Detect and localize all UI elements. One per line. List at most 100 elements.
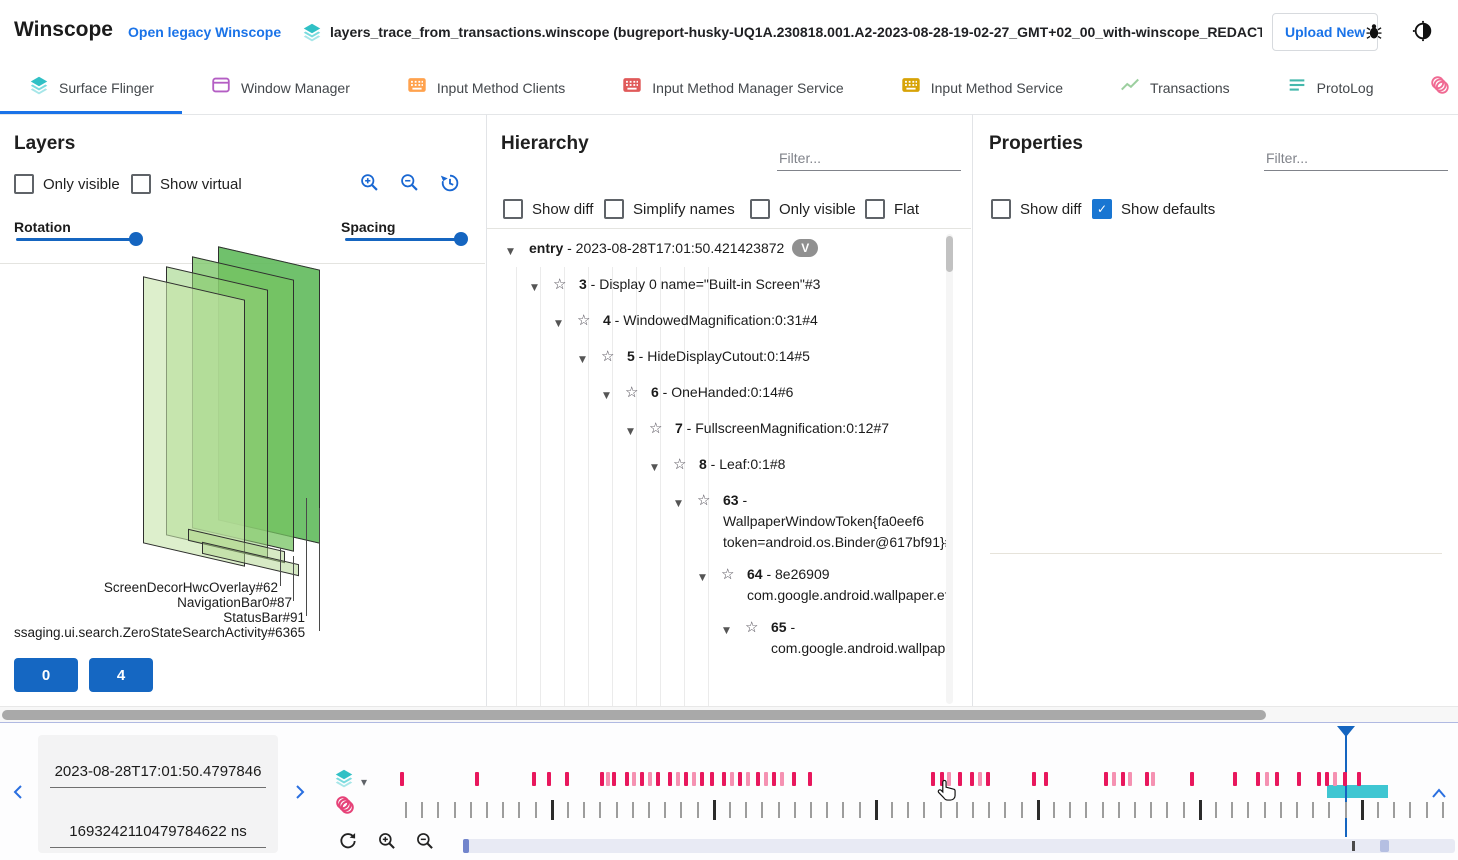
transition-event-mark[interactable] — [605, 772, 610, 786]
timeline-zoom-in-icon[interactable] — [377, 831, 397, 856]
simplify-names-checkbox[interactable]: Simplify names — [604, 199, 735, 219]
transition-event-mark[interactable] — [772, 772, 777, 786]
show-virtual-checkbox[interactable]: Show virtual — [131, 174, 242, 194]
zoom-in-icon[interactable] — [359, 172, 380, 198]
timeline-zoom-out-icon[interactable] — [415, 831, 435, 856]
transition-event-mark[interactable] — [969, 772, 974, 786]
human-timestamp-input[interactable]: 2023-08-28T17:01:50.4797846 — [50, 755, 266, 788]
slider-thumb[interactable] — [129, 232, 143, 246]
open-legacy-winscope-link[interactable]: Open legacy Winscope — [128, 24, 282, 40]
tree-node[interactable]: ▼ ☆ 7 - FullscreenMagnification:0:12#7 — [499, 413, 949, 449]
minimap-start-marker[interactable] — [463, 839, 469, 853]
chevron-down-icon[interactable]: ▼ — [507, 247, 514, 257]
chevron-down-icon[interactable]: ▼ — [579, 355, 586, 365]
transition-event-mark[interactable] — [676, 772, 681, 786]
tab-transitions[interactable]: Transitions — [1401, 64, 1458, 114]
transition-event-mark[interactable] — [978, 772, 983, 786]
transition-event-mark[interactable] — [1256, 772, 1261, 786]
transition-event-mark[interactable] — [475, 772, 480, 786]
chevron-down-icon[interactable]: ▼ — [675, 499, 682, 509]
tab-input-method-clients[interactable]: Input Method Clients — [378, 64, 593, 114]
transition-event-mark[interactable] — [958, 772, 963, 786]
tree-node[interactable]: ▼ ☆ 65 - com.google.android.wallpaper.effe… — [499, 612, 949, 665]
ns-timestamp-input[interactable]: 1693242110479784622 ns — [50, 815, 266, 848]
tree-node[interactable]: ▼ ☆ 6 - OneHanded:0:14#6 — [499, 377, 949, 413]
checkbox-box[interactable] — [750, 199, 770, 219]
star-icon[interactable]: ☆ — [553, 275, 567, 293]
transition-event-mark[interactable] — [632, 772, 637, 786]
transition-event-mark[interactable] — [1275, 772, 1280, 786]
transition-event-mark[interactable] — [1127, 772, 1132, 786]
upload-new-button[interactable]: Upload New — [1272, 13, 1379, 51]
tree-node[interactable]: ▼ ☆ 64 - 8e26909 com.google.android.wallpa… — [499, 559, 949, 612]
star-icon[interactable]: ☆ — [697, 491, 711, 509]
star-icon[interactable]: ☆ — [721, 565, 735, 583]
timeline-selection-range[interactable] — [1326, 785, 1388, 798]
transition-event-mark[interactable] — [1189, 772, 1194, 786]
transition-event-mark[interactable] — [1043, 772, 1048, 786]
collapse-timeline-chevron-icon[interactable] — [1430, 785, 1448, 806]
transition-event-mark[interactable] — [1317, 772, 1322, 786]
star-icon[interactable]: ☆ — [625, 383, 639, 401]
slider-thumb[interactable] — [454, 232, 468, 246]
flat-checkbox[interactable]: Flat — [865, 199, 919, 219]
transition-event-mark[interactable] — [779, 772, 784, 786]
transition-event-mark[interactable] — [1151, 772, 1156, 786]
only-visible-checkbox[interactable]: Only visible — [750, 199, 856, 219]
transition-event-mark[interactable] — [683, 772, 688, 786]
dark-mode-toggle-icon[interactable] — [1412, 20, 1434, 47]
show-diff-checkbox[interactable]: Show diff — [991, 199, 1081, 219]
tab-protolog[interactable]: ProtoLog — [1258, 64, 1402, 114]
slider-track[interactable] — [16, 238, 136, 241]
transition-event-mark[interactable] — [940, 772, 945, 786]
transition-event-mark[interactable] — [692, 772, 697, 786]
transition-event-mark[interactable] — [1104, 772, 1109, 786]
layer-rect[interactable] — [143, 276, 245, 567]
star-icon[interactable]: ☆ — [745, 618, 759, 636]
tab-window-manager[interactable]: Window Manager — [182, 64, 378, 114]
scrollbar-thumb[interactable] — [946, 236, 953, 272]
checkbox-box[interactable] — [131, 174, 151, 194]
display-toggle-button-0[interactable]: 0 — [14, 658, 78, 692]
transition-event-mark[interactable] — [1232, 772, 1237, 786]
checkbox-box[interactable] — [991, 199, 1011, 219]
transition-event-mark[interactable] — [947, 772, 952, 786]
transition-event-mark[interactable] — [648, 772, 653, 786]
minimap-marker[interactable] — [1380, 840, 1389, 852]
rotation-slider[interactable] — [16, 232, 143, 246]
star-icon[interactable]: ☆ — [601, 347, 615, 365]
show-defaults-checkbox[interactable]: ✓ Show defaults — [1092, 199, 1215, 219]
transition-event-mark[interactable] — [667, 772, 672, 786]
transition-event-mark[interactable] — [1120, 772, 1125, 786]
transition-event-mark[interactable] — [624, 772, 629, 786]
transition-event-mark[interactable] — [931, 772, 936, 786]
star-icon[interactable]: ☆ — [649, 419, 663, 437]
spacing-slider[interactable] — [345, 232, 468, 246]
star-icon[interactable]: ☆ — [673, 455, 687, 473]
transition-event-mark[interactable] — [600, 772, 605, 786]
chevron-down-icon[interactable]: ▼ — [723, 626, 730, 636]
display-toggle-button-4[interactable]: 4 — [89, 658, 153, 692]
reset-view-history-icon[interactable] — [439, 172, 461, 199]
properties-filter-input[interactable] — [1264, 146, 1448, 171]
timeline-canvas[interactable] — [390, 723, 1458, 860]
transition-event-mark[interactable] — [1296, 772, 1301, 786]
horizontal-scrollbar[interactable] — [0, 706, 1458, 722]
transition-event-mark[interactable] — [1145, 772, 1150, 786]
transition-event-mark[interactable] — [763, 772, 768, 786]
checkbox-box[interactable] — [865, 199, 885, 219]
transition-event-mark[interactable] — [745, 772, 750, 786]
transition-event-mark[interactable] — [639, 772, 644, 786]
tab-input-method-service[interactable]: Input Method Service — [872, 64, 1091, 114]
chevron-down-icon[interactable]: ▼ — [603, 391, 610, 401]
transition-event-mark[interactable] — [699, 772, 704, 786]
transition-event-mark[interactable] — [1324, 772, 1329, 786]
scrollbar-thumb[interactable] — [2, 710, 1266, 720]
tab-transactions[interactable]: Transactions — [1091, 64, 1258, 114]
checkbox-box[interactable] — [14, 174, 34, 194]
hierarchy-scrollbar[interactable] — [946, 234, 953, 704]
transition-event-mark[interactable] — [729, 772, 734, 786]
tree-node[interactable]: ▼ ☆ 4 - WindowedMagnification:0:31#4 — [499, 305, 949, 341]
tree-node[interactable]: ▼ ☆ 5 - HideDisplayCutout:0:14#5 — [499, 341, 949, 377]
transitions-trace-icon[interactable] — [334, 794, 356, 821]
